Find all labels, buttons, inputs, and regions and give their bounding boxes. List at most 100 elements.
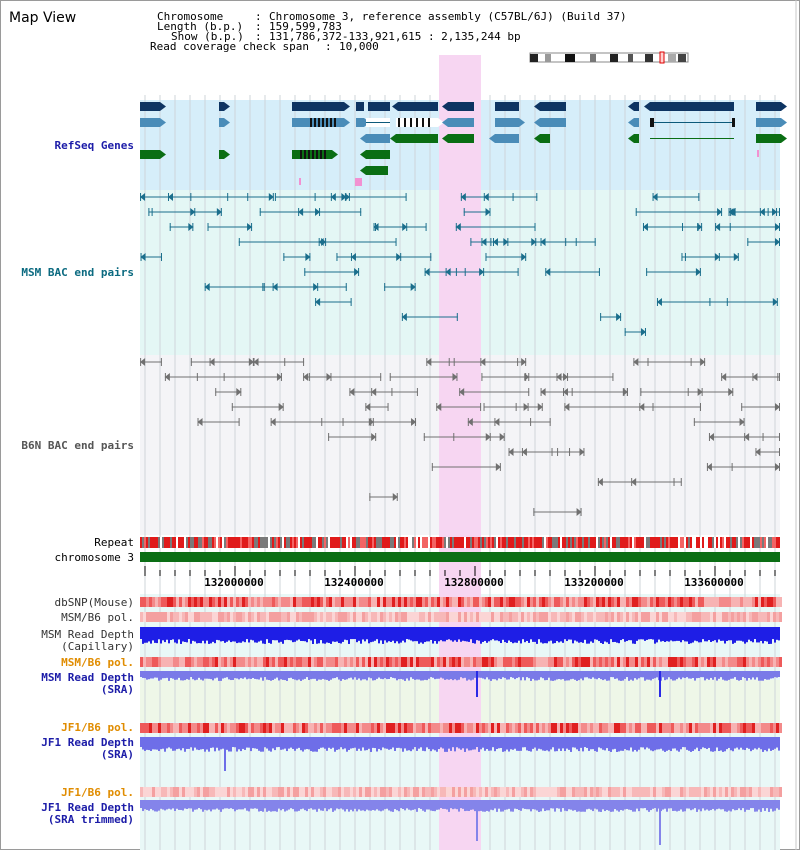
heat-cell: [617, 612, 620, 622]
depth-bar: [180, 737, 182, 751]
heat-cell: [485, 787, 488, 797]
depth-bar: [170, 627, 172, 641]
depth-bar: [438, 627, 440, 642]
bac-end-tick: [369, 493, 371, 501]
depth-bar: [756, 737, 758, 750]
heat-cell: [449, 597, 452, 607]
heat-cell: [656, 657, 659, 667]
heat-cell: [539, 787, 542, 797]
depth-bar: [396, 800, 398, 811]
depth-bar: [144, 800, 146, 810]
repeat-segment: [722, 537, 724, 548]
depth-bar: [616, 627, 618, 643]
depth-bar: [624, 671, 626, 679]
depth-bar: [612, 800, 614, 812]
bac-end-tick: [743, 418, 745, 426]
depth-bar: [666, 800, 668, 812]
depth-bar: [286, 627, 288, 640]
depth-bar: [410, 671, 412, 678]
heat-cell: [329, 597, 332, 607]
depth-bar: [228, 627, 230, 641]
depth-bar: [574, 737, 576, 748]
depth-bar: [262, 737, 264, 752]
depth-bar: [216, 627, 218, 640]
heat-cell: [641, 657, 644, 667]
depth-bar: [404, 737, 406, 749]
repeat-segment: [200, 537, 202, 548]
ideogram-band: [668, 54, 676, 62]
depth-bar: [574, 800, 576, 811]
heat-cell: [560, 723, 563, 733]
repeat-segment: [198, 537, 200, 548]
heat-cell: [491, 597, 494, 607]
heat-cell: [407, 723, 410, 733]
heat-cell: [521, 597, 524, 607]
repeat-segment: [528, 537, 530, 548]
repeat-segment: [760, 537, 762, 548]
depth-bar: [502, 627, 504, 640]
repeat-segment: [618, 537, 620, 548]
depth-bar: [676, 800, 678, 812]
depth-bar: [550, 737, 552, 750]
depth-bar: [242, 627, 244, 642]
depth-bar: [220, 627, 222, 642]
depth-bar: [294, 627, 296, 642]
gene-arrow: [224, 118, 230, 127]
repeat-segment: [752, 537, 754, 548]
bac-end-arrow: [459, 388, 465, 396]
depth-bar: [690, 737, 692, 752]
depth-bar: [224, 627, 226, 643]
bac-end-tick: [424, 268, 426, 276]
depth-bar: [352, 737, 354, 749]
depth-bar: [766, 737, 768, 752]
heat-cell: [413, 597, 416, 607]
depth-bar: [492, 800, 494, 811]
repeat-segment: [520, 537, 522, 548]
depth-bar: [282, 671, 284, 680]
depth-bar: [676, 671, 678, 680]
heat-cell: [344, 723, 347, 733]
bac-end-tick: [680, 478, 682, 486]
depth-bar: [644, 671, 646, 681]
heat-cell: [308, 723, 311, 733]
heat-cell: [584, 723, 587, 733]
depth-bar: [646, 671, 648, 680]
depth-bar: [358, 800, 360, 810]
heat-cell: [191, 612, 194, 622]
depth-bar: [234, 800, 236, 812]
depth-bar: [454, 627, 456, 641]
depth-bar: [236, 671, 238, 679]
depth-bar: [144, 737, 146, 751]
depth-bar: [432, 671, 434, 678]
depth-bar: [182, 737, 184, 749]
heat-cell: [488, 787, 491, 797]
depth-bar: [430, 800, 432, 811]
heat-cell: [380, 723, 383, 733]
depth-bar: [676, 627, 678, 641]
depth-bar: [734, 627, 736, 643]
heat-cell: [308, 612, 311, 622]
heat-cell: [209, 612, 212, 622]
depth-bar: [480, 627, 482, 644]
heat-cell: [326, 657, 329, 667]
repeat-segment: [388, 537, 390, 548]
heat-cell: [179, 597, 182, 607]
heat-cell: [743, 612, 746, 622]
depth-bar: [506, 671, 508, 680]
heat-cell: [152, 657, 155, 667]
repeat-segment: [592, 537, 594, 548]
bac-end-tick: [525, 373, 527, 381]
heat-cell: [380, 657, 383, 667]
depth-bar: [602, 737, 604, 750]
bac-end-tick: [262, 283, 264, 291]
repeat-segment: [714, 537, 716, 548]
depth-bar: [742, 737, 744, 750]
depth-bar: [152, 800, 154, 811]
depth-bar: [466, 737, 468, 749]
depth-bar: [634, 737, 636, 750]
heat-cell: [338, 597, 341, 607]
depth-bar: [232, 800, 234, 810]
bac-end-arrow: [508, 448, 514, 456]
depth-bar: [186, 737, 188, 749]
